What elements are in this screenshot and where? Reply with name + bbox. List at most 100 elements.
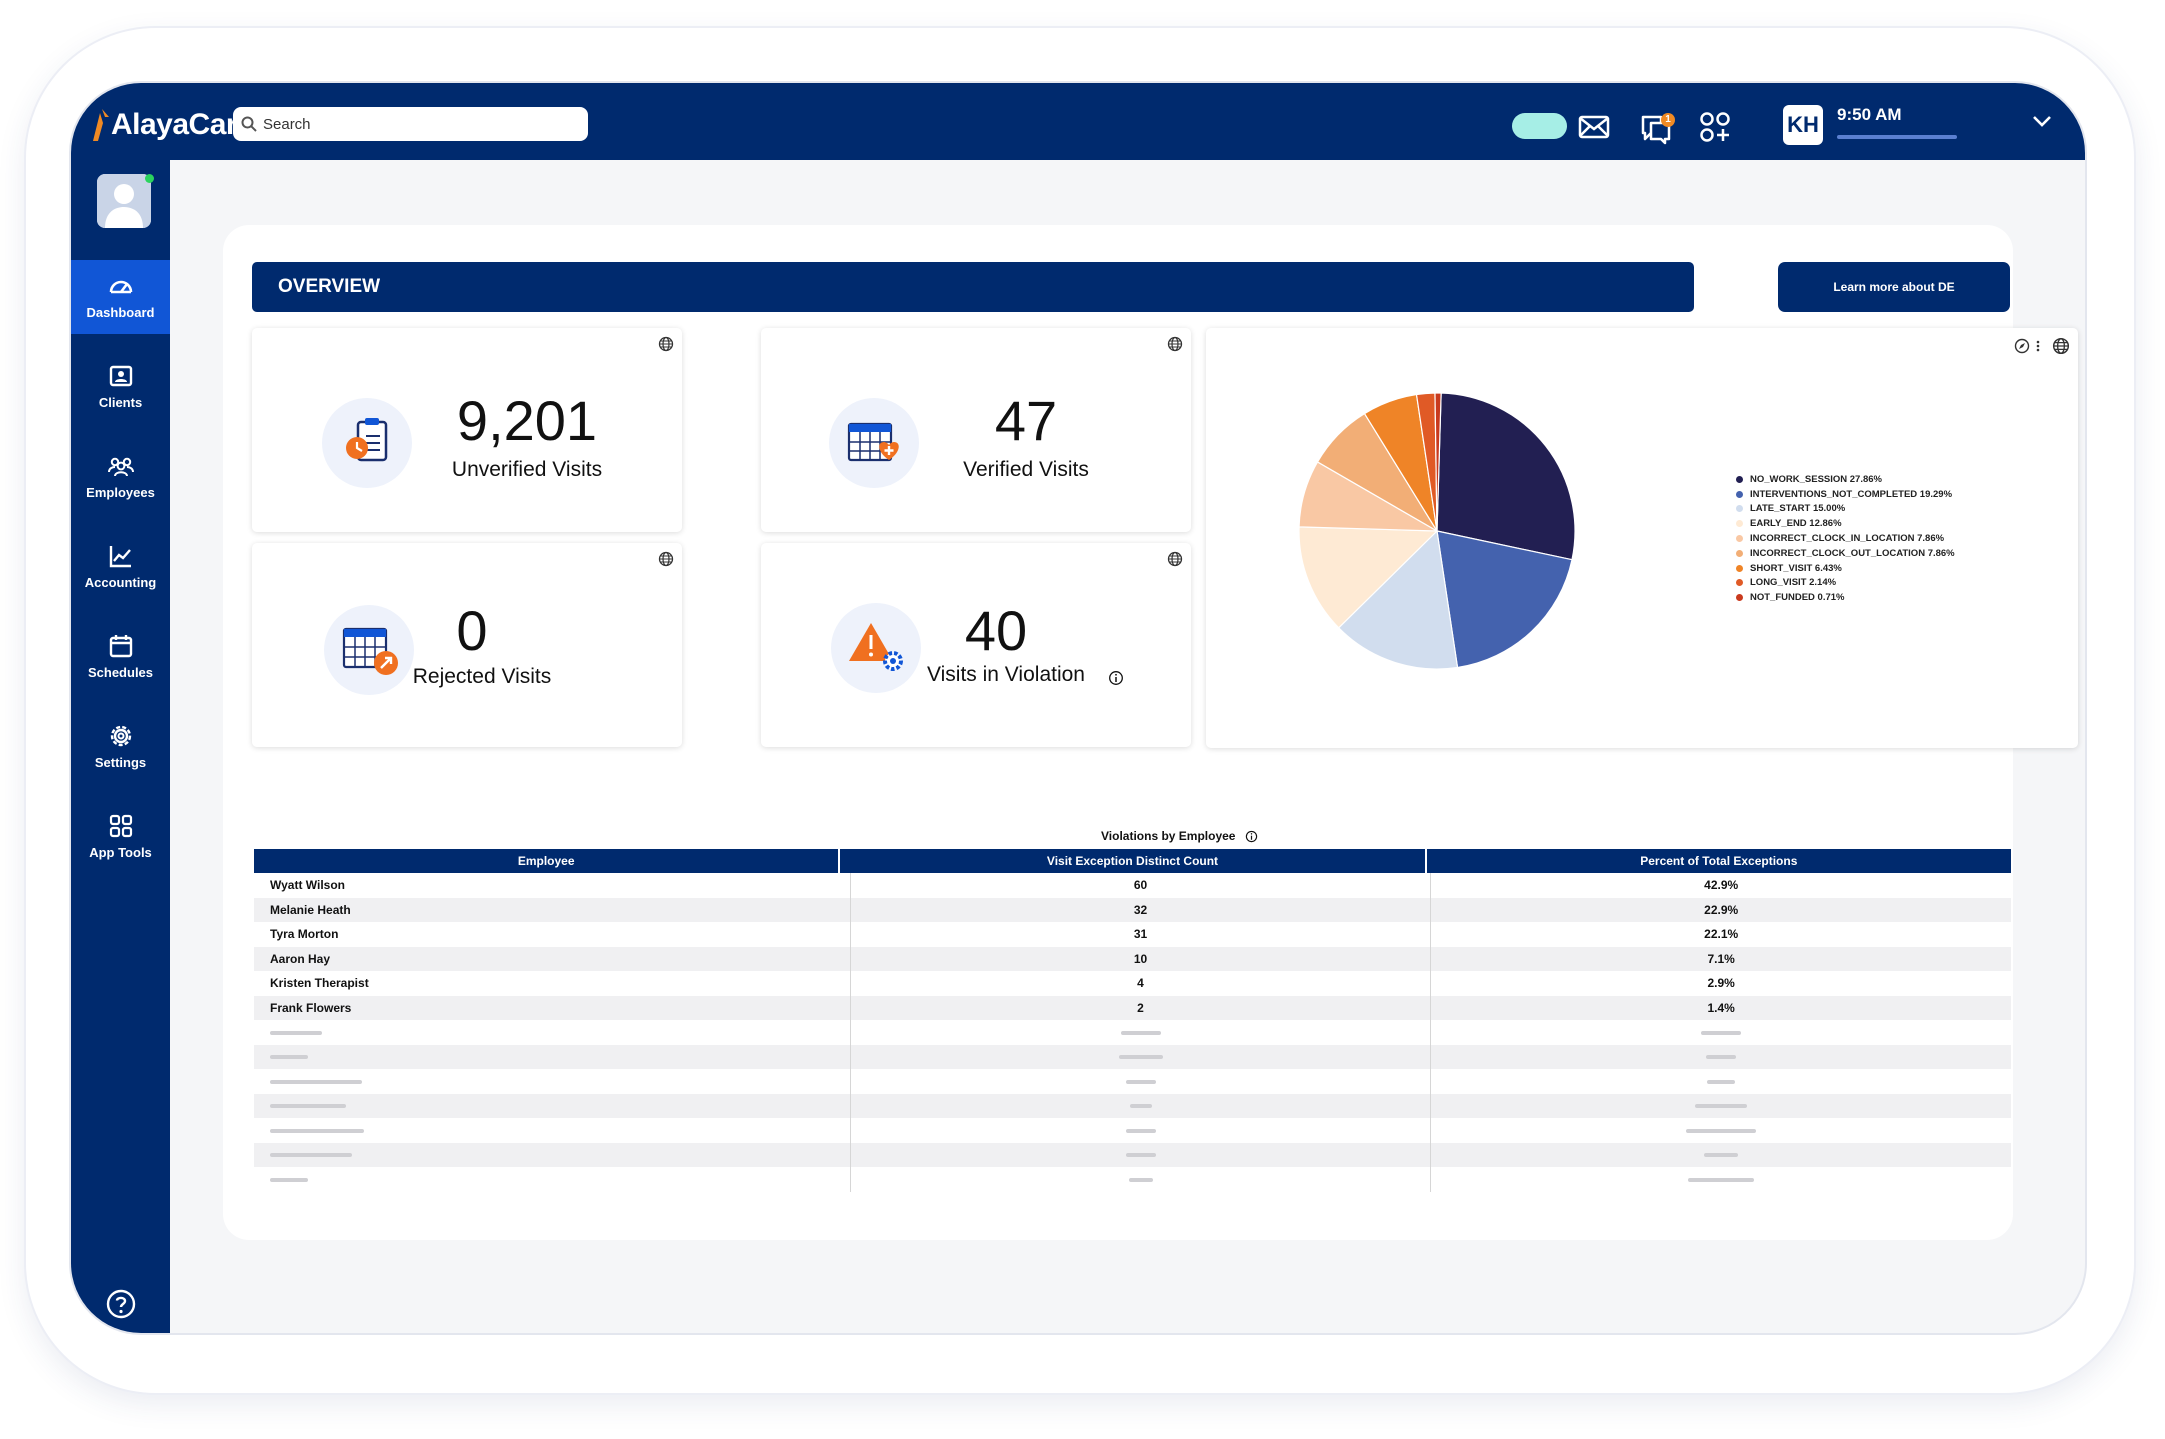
kpi-unverified-visits[interactable]: 9,201 Unverified Visits xyxy=(252,328,682,532)
globe-icon[interactable] xyxy=(658,551,674,567)
pie-slice-early-end[interactable] xyxy=(1298,526,1439,629)
table-row[interactable]: Kristen Therapist 4 2.9% xyxy=(254,971,2011,996)
alayacare-logo[interactable]: AlayaCare xyxy=(91,105,254,145)
learn-more-button[interactable]: Learn more about DE xyxy=(1778,262,2010,312)
loading-placeholder-bar xyxy=(1129,1104,1152,1109)
help-icon[interactable] xyxy=(105,1288,137,1320)
sidebar-item-schedules[interactable]: Schedules xyxy=(71,620,170,694)
loading-placeholder-bar xyxy=(270,1104,346,1109)
loading-placeholder-bar xyxy=(1706,1055,1737,1060)
kpi-icon-circle xyxy=(322,398,412,488)
apps-icon[interactable] xyxy=(1697,109,1733,145)
pie-slice-interventions-not-completed[interactable] xyxy=(1436,530,1573,669)
sidebar: Dashboard Clients Employees xyxy=(71,160,170,1333)
legend-item[interactable]: EARLY_END 12.86% xyxy=(1736,516,1955,531)
legend-item[interactable]: NOT_FUNDED 0.71% xyxy=(1736,590,1955,605)
pie-chart[interactable] xyxy=(1206,328,2078,748)
compass-icon[interactable] xyxy=(2013,337,2031,355)
sidebar-item-employees[interactable]: Employees xyxy=(71,440,170,514)
sidebar-item-label: Clients xyxy=(98,395,143,410)
column-header-percent[interactable]: Percent of Total Exceptions xyxy=(1426,849,2011,873)
pie-slice-no-work-session[interactable] xyxy=(1436,392,1576,561)
legend-item[interactable]: NO_WORK_SESSION 27.86% xyxy=(1736,472,1955,487)
placeholder-cell xyxy=(851,1142,1432,1167)
more-vertical-icon[interactable] xyxy=(2035,337,2041,355)
table-row[interactable]: Wyatt Wilson 60 42.9% xyxy=(254,873,2011,898)
kpi-label: Visits in Violation xyxy=(927,663,1085,686)
table-row[interactable]: Melanie Heath 32 22.9% xyxy=(254,897,2011,922)
cell-percent: 2.9% xyxy=(1707,976,1735,990)
column-header-employee[interactable]: Employee xyxy=(254,849,841,873)
search-input[interactable]: Search xyxy=(233,107,588,141)
status-toggle[interactable] xyxy=(1512,113,1567,139)
legend-label: SHORT_VISIT 6.43% xyxy=(1750,562,1842,574)
sidebar-item-settings[interactable]: Settings xyxy=(71,710,170,784)
kpi-verified-visits[interactable]: 47 Verified Visits xyxy=(761,328,1191,532)
legend-swatch xyxy=(1736,475,1743,483)
gear-icon xyxy=(110,725,131,747)
kpi-value: 47 xyxy=(994,389,1058,452)
chevron-down-icon[interactable] xyxy=(2031,113,2053,129)
legend-swatch xyxy=(1736,579,1743,587)
placeholder-cell xyxy=(1431,1143,2011,1168)
legend-item[interactable]: SHORT_VISIT 6.43% xyxy=(1736,561,1955,576)
placeholder-row xyxy=(254,1093,2011,1118)
loading-placeholder-bar xyxy=(1695,1104,1748,1109)
sidebar-item-accounting[interactable]: Accounting xyxy=(71,530,170,604)
placeholder-cell xyxy=(254,1167,851,1192)
legend-item[interactable]: INCORRECT_CLOCK_OUT_LOCATION 7.86% xyxy=(1736,546,1955,561)
cell-percent: 42.9% xyxy=(1704,878,1739,892)
legend-item[interactable]: LONG_VISIT 2.14% xyxy=(1736,576,1955,591)
kpi-visits-in-violation[interactable]: 40 Visits in Violation xyxy=(761,543,1191,747)
placeholder-cell xyxy=(851,1167,1432,1192)
kpi-icon-circle xyxy=(829,398,919,488)
sidebar-item-label: Settings xyxy=(94,755,147,770)
overview-header: OVERVIEW xyxy=(252,262,1694,312)
chart-legend: NO_WORK_SESSION 27.86% INTERVENTIONS_NOT_… xyxy=(1736,472,1955,605)
info-icon[interactable] xyxy=(1245,830,1258,843)
loading-placeholder-bar xyxy=(1118,1055,1163,1060)
sidebar-item-label: App Tools xyxy=(89,845,152,860)
placeholder-cell xyxy=(1431,1045,2011,1070)
kpi-rejected-visits[interactable]: 0 Rejected Visits xyxy=(252,543,682,747)
search-placeholder: Search xyxy=(263,115,311,133)
profile-avatar[interactable] xyxy=(97,174,151,228)
globe-icon[interactable] xyxy=(658,336,674,352)
legend-swatch xyxy=(1736,490,1743,498)
cell-count: 60 xyxy=(851,873,1432,898)
legend-item[interactable]: INTERVENTIONS_NOT_COMPLETED 19.29% xyxy=(1736,487,1955,502)
globe-icon[interactable] xyxy=(1167,551,1183,567)
legend-label: INCORRECT_CLOCK_OUT_LOCATION 7.86% xyxy=(1750,547,1955,559)
cell-percent: 7.1% xyxy=(1707,951,1735,966)
placeholder-cell xyxy=(254,1020,851,1045)
legend-item[interactable]: LATE_START 15.00% xyxy=(1736,502,1955,517)
loading-placeholder-bar xyxy=(270,1055,308,1060)
table-row[interactable]: Frank Flowers 2 1.4% xyxy=(254,995,2011,1020)
kpi-label: Rejected Visits xyxy=(412,665,552,688)
globe-icon[interactable] xyxy=(1167,336,1183,352)
person-silhouette-icon xyxy=(97,174,151,228)
kpi-icon-circle xyxy=(324,605,414,695)
app-screen: AlayaCare Search 1 KH 9:50 AM xyxy=(71,83,2085,1333)
chart-line-icon xyxy=(109,546,131,568)
user-avatar[interactable]: KH xyxy=(1783,105,1823,145)
sidebar-item-dashboard[interactable]: Dashboard xyxy=(71,260,170,334)
cell-employee: Kristen Therapist xyxy=(254,971,851,996)
legend-swatch xyxy=(1736,535,1743,543)
globe-icon[interactable] xyxy=(2052,337,2070,355)
table-row[interactable]: Aaron Hay 10 7.1% xyxy=(254,946,2011,971)
column-header-count[interactable]: Visit Exception Distinct Count xyxy=(840,849,1427,873)
clock-time: 9:50 AM xyxy=(1837,105,1902,124)
legend-item[interactable]: INCORRECT_CLOCK_IN_LOCATION 7.86% xyxy=(1736,531,1955,546)
info-icon[interactable] xyxy=(1108,670,1124,686)
cell-employee: Wyatt Wilson xyxy=(254,873,851,898)
legend-label: LATE_START 15.00% xyxy=(1750,503,1846,515)
sidebar-item-app-tools[interactable]: App Tools xyxy=(71,800,170,874)
pie-slice-not-funded[interactable] xyxy=(1434,392,1442,532)
kpi-icon-circle xyxy=(831,603,921,693)
table-header-row: Employee Visit Exception Distinct Count … xyxy=(254,849,2011,873)
mail-icon[interactable] xyxy=(1576,109,1612,145)
table-row[interactable]: Tyra Morton 31 22.1% xyxy=(254,922,2011,947)
sidebar-item-clients[interactable]: Clients xyxy=(71,350,170,424)
pie-slice-late-start[interactable] xyxy=(1337,529,1459,670)
